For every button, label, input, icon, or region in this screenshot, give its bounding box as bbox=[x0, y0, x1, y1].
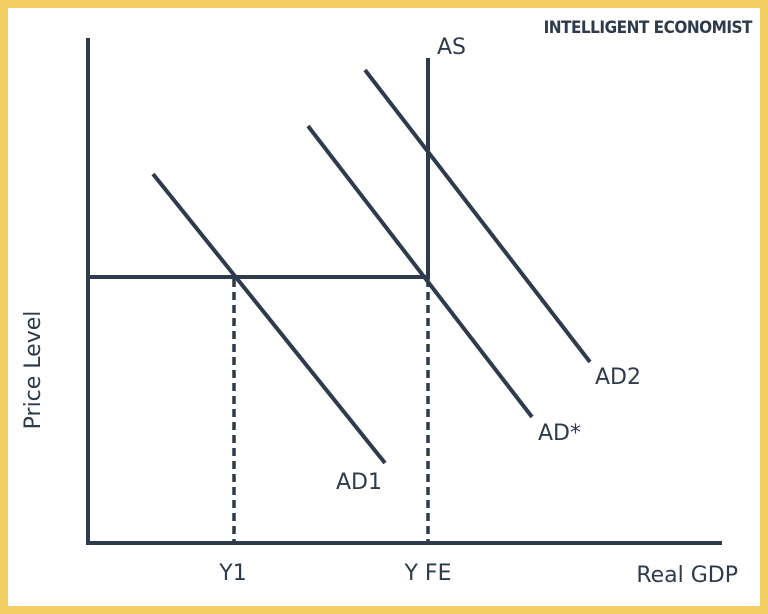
ad-star-label: AD* bbox=[538, 421, 581, 446]
y-axis-label: Price Level bbox=[21, 311, 46, 430]
ad-star-curve bbox=[306, 124, 534, 419]
x-axis-label: Real GDP bbox=[636, 563, 738, 588]
ad2-label: AD2 bbox=[595, 365, 641, 390]
ad1-label: AD1 bbox=[336, 470, 382, 495]
brand: INTELLIGENT ECONOMIST bbox=[544, 18, 753, 38]
as-label: AS bbox=[437, 35, 466, 60]
ad2-curve bbox=[363, 68, 592, 364]
ad1-curve bbox=[151, 172, 387, 465]
y1-label: Y1 bbox=[218, 561, 246, 586]
yfe-label: Y FE bbox=[404, 561, 452, 586]
